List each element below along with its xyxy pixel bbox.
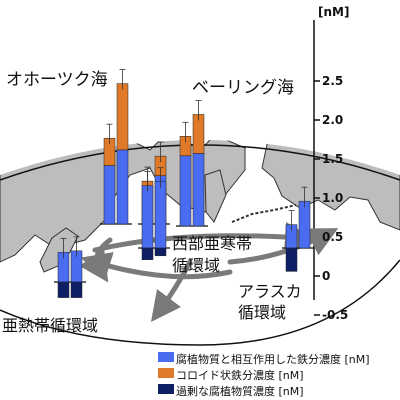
y-axis-ticks <box>314 80 320 316</box>
station-bar-group <box>54 236 86 298</box>
bar-groups <box>54 69 314 298</box>
alaska-gyre-label-2: 循環域 <box>238 303 287 322</box>
kamchatka-landmass <box>204 169 227 223</box>
station-bar-group <box>138 167 170 260</box>
bar-humic-fe <box>103 165 116 225</box>
legend-swatch-colloidal-fe <box>158 368 174 378</box>
legend-label-colloidal-fe: コロイド状鉄分濃度 [nM] <box>176 369 304 382</box>
bar-excess-humic <box>154 247 167 257</box>
alaska-gyre-label-1: アラスカ <box>238 282 302 301</box>
unit-label: [nM] <box>318 5 350 19</box>
bar-humic-fe <box>116 149 129 225</box>
y-axis-tick-label: 0 <box>322 269 331 283</box>
station-bar-group <box>282 186 314 272</box>
bar-colloidal-fe <box>116 83 129 151</box>
western-subarctic-label-1: 西部亜寒帯 <box>172 234 253 253</box>
bering-sea-label: ベーリング海 <box>192 78 294 98</box>
legend-swatch-humic-fe <box>158 352 174 362</box>
bar-excess-humic <box>285 247 298 272</box>
western-gyre-return-arrow <box>80 252 233 281</box>
legend-swatch-excess-humic <box>158 384 174 394</box>
bar-humic-fe <box>179 155 192 227</box>
y-axis-tick-label: -0.5 <box>322 308 349 322</box>
subarctic-gyre-arrow <box>92 222 315 253</box>
bar-humic-fe <box>192 153 205 227</box>
station-bar-group <box>176 100 208 227</box>
bar-excess-humic <box>141 247 154 260</box>
western-subarctic-label-2: 循環域 <box>172 256 221 275</box>
alaska-gyre-arrow <box>227 228 339 265</box>
subtropical-gyre-label: 亜熱帯循環域 <box>2 316 99 335</box>
bar-humic-fe <box>154 181 167 249</box>
y-axis-tick-label: 1.0 <box>322 191 344 205</box>
okhotsk-sea-label: オホーツク海 <box>6 70 108 90</box>
current-arrows <box>79 222 339 323</box>
bar-excess-humic <box>57 281 70 298</box>
aleutian-islands <box>231 204 297 223</box>
bar-humic-fe <box>298 200 311 249</box>
southward-arrow <box>151 259 193 323</box>
map-frame-bottom <box>0 259 400 346</box>
y-axis-tick-label: 1.5 <box>322 152 344 166</box>
legend-label-humic-fe: 腐植物質と相互作用した鉄分濃度 [nM] <box>176 353 370 366</box>
legend-label-excess-humic: 過剰な腐植物質濃度 [nM] <box>176 385 304 398</box>
bar-humic-fe <box>141 185 154 249</box>
station-bar-group <box>100 69 132 225</box>
kuroshio-arrow <box>79 237 113 283</box>
alaska-landmass <box>261 140 400 231</box>
bar-excess-humic <box>70 281 83 298</box>
y-axis-tick-label: 0.5 <box>322 230 344 244</box>
y-axis-tick-label: 2.0 <box>322 113 344 127</box>
y-axis-tick-label: 2.5 <box>322 74 344 88</box>
